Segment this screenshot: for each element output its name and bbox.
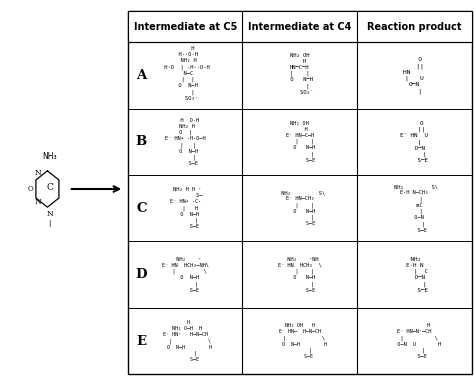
- Text: H  O·H
 NH₂ H
  O  |  
E⁻ HN• ·H·O─H
  |   |
  O  N─H
      |
     S─E: H O·H NH₂ H O | E⁻ HN• ·H·O─H | | O N─H …: [165, 118, 206, 166]
- Text: NH₂         S\
E⁻ HN─CH₃
   |    |
   O   N─H
        |
       S─E: NH₂ S\ E⁻ HN─CH₃ | | O N─H | S─E: [275, 190, 325, 226]
- Text: NH₃: NH₃: [43, 152, 57, 161]
- Bar: [128, 11, 472, 42]
- Text: NH₂
E·H N
    |  C
   O─N
      |
     S─E: NH₂ E·H N | C O─N | S─E: [401, 257, 428, 293]
- Text: N: N: [35, 169, 41, 177]
- Text: NH₂         S\
E·H N─CH₃
    |
   mC
    |
   O─N
      |
     S─E: NH₂ S\ E·H N─CH₃ | mC | O─N | S─E: [391, 184, 438, 232]
- Text: Intermediate at C5: Intermediate at C5: [134, 22, 237, 32]
- Text: NH₂    ⁺
E⁻ HN  HCH₃─NH\
   |         \
   O  N─H
       |
      S─E: NH₂ ⁺ E⁻ HN HCH₃─NH\ | \ O N─H | S─E: [162, 257, 209, 293]
- Text: C: C: [136, 202, 146, 215]
- Text: H
 NH₂ O─H  H
E⁻ HN⁺   H─N─CH
   |            \
   O  N─H        H
       |
    : H NH₂ O─H H E⁻ HN⁺ H─N─CH | \ O N─H H |: [158, 320, 212, 362]
- Text: C: C: [46, 183, 53, 192]
- Text: D: D: [136, 268, 147, 281]
- Text: O: O: [28, 185, 34, 193]
- Text: NH₂ OH
   H
HN─C─H
|    |
 O   N─H
     |
    SO₃⁻: NH₂ OH H HN─C─H | | O N─H | SO₃⁻: [287, 53, 313, 94]
- Text: NH₂ OH   H
E⁻ HN─  H─N─CH
   |            \
   O  N─H        H
       |
      S─: NH₂ OH H E⁻ HN─ H─N─CH | \ O N─H H | S─: [273, 323, 327, 359]
- Text: Intermediate at C4: Intermediate at C4: [248, 22, 352, 32]
- Bar: [128, 11, 472, 374]
- Text: NH₂ OH
    H
E⁻ HN─C─H
   |    |
   O   N─H
        |
       S─E: NH₂ OH H E⁻ HN─C─H | | O N─H | S─E: [284, 121, 315, 163]
- Text: O
   ||
HN    
|   U
O─N
   |: O || HN | U O─N |: [403, 57, 426, 94]
- Text: N: N: [46, 209, 53, 218]
- Text: O
    ||
E⁻ HN  U
   |
   O─N
      |
     S─E: O || E⁻ HN U | O─N | S─E: [401, 121, 428, 163]
- Text: H
  H··O·H
  NH₂ H
 H·O  | -H··O-H
  N─C
  |  |
  O  N─H
     |
    SO₃⁻: H H··O·H NH₂ H H·O | -H··O-H N─C | | O N…: [161, 46, 210, 101]
- Text: H
E⁻ HN─N⁺─CH
   |          \
   O─N  U       H
      |
     S─E: H E⁻ HN─N⁺─CH | \ O─N U H | S─E: [388, 323, 441, 359]
- Text: A: A: [136, 69, 146, 82]
- Text: NH₂ H H ⁺
         S─
E⁻ HN• ·C·
   |   H
   O  N─H
       |
      S─E: NH₂ H H ⁺ S─ E⁻ HN• ·C· | H O N─H | S─E: [168, 187, 202, 229]
- Text: B: B: [136, 135, 147, 149]
- Text: N: N: [35, 198, 41, 206]
- Text: E: E: [136, 335, 146, 347]
- Text: |: |: [48, 220, 51, 226]
- Text: NH₂    ⁺NH
E⁻ HN  HCH₃  \
   |    |
   O   N─H
        |
       S─E: NH₂ ⁺NH E⁻ HN HCH₃ \ | | O N─H | S─E: [278, 257, 322, 293]
- Text: Reaction product: Reaction product: [367, 22, 462, 32]
